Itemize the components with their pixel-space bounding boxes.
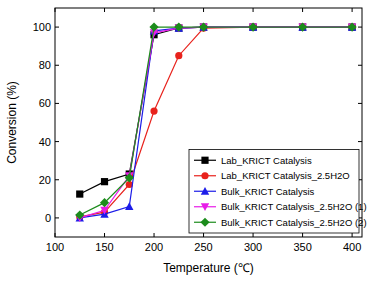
y-tick-label: 80 <box>39 59 51 71</box>
x-tick-top <box>302 8 303 12</box>
y-tick <box>55 179 59 180</box>
y-axis-label: Conversion (%) <box>5 81 19 164</box>
legend-label: Bulk_KRICT Catalysis_2.5H2O (1) <box>221 201 367 212</box>
x-axis-label: Temperature (℃) <box>163 261 254 275</box>
x-tick-label: 300 <box>244 241 262 253</box>
x-tick-label: 400 <box>343 241 361 253</box>
data-point <box>298 22 307 31</box>
legend-marker <box>201 157 208 164</box>
data-point <box>299 23 306 30</box>
data-point <box>100 207 108 215</box>
legend-marker <box>200 218 209 227</box>
x-tick-label: 250 <box>194 241 212 253</box>
legend-marker <box>201 172 208 179</box>
y-tick-right <box>358 27 362 28</box>
x-tick-label: 150 <box>95 241 113 253</box>
x-tick <box>154 233 155 237</box>
data-point <box>150 107 157 114</box>
y-tick <box>55 27 59 28</box>
legend-label: Lab_KRICT Catalysis_2.5H2O <box>221 170 350 181</box>
data-point <box>75 210 84 219</box>
y-tick <box>55 103 59 104</box>
chart: 100 150 200 250 300 350 400 0 20 40 60 80 100 Tempera… <box>0 0 372 282</box>
x-tick <box>203 233 204 237</box>
y-tick <box>55 141 59 142</box>
data-point <box>249 23 256 30</box>
data-point <box>347 22 356 31</box>
y-tick-label: 100 <box>33 21 51 33</box>
x-tick-label: 100 <box>46 241 64 253</box>
y-tick-label: 60 <box>39 97 51 109</box>
x-tick <box>253 233 254 237</box>
y-tick-label: 20 <box>39 174 51 186</box>
y-tick-label: 40 <box>39 136 51 148</box>
x-tick-top <box>253 8 254 12</box>
legend-label: Bulk_KRICT Catalysis_2.5H2O (2) <box>221 217 367 228</box>
legend: Lab_KRICT Catalysis Lab_KRICT Catalysis_2… <box>189 150 367 234</box>
data-point <box>299 23 306 30</box>
data-point <box>249 23 256 30</box>
data-point <box>348 23 355 30</box>
legend-label: Lab_KRICT Catalysis <box>221 155 312 166</box>
x-tick <box>352 233 353 237</box>
x-tick <box>104 233 105 237</box>
y-tick <box>55 65 59 66</box>
x-tick-top <box>203 8 204 12</box>
data-point <box>298 23 306 31</box>
data-point <box>249 23 257 31</box>
x-tick-top <box>154 8 155 12</box>
data-point <box>298 23 306 31</box>
data-point <box>348 23 356 31</box>
data-point <box>100 198 109 207</box>
x-tick-top <box>352 8 353 12</box>
data-point <box>125 202 133 210</box>
y-tick-right <box>358 65 362 66</box>
data-point <box>348 23 355 30</box>
legend-marker <box>201 187 209 195</box>
data-point <box>199 23 207 31</box>
data-point <box>76 190 83 197</box>
legend-label: Bulk_KRICT Catalysis <box>221 186 315 197</box>
data-point <box>101 178 108 185</box>
data-point <box>249 23 257 31</box>
y-tick-right <box>358 103 362 104</box>
data-point <box>149 22 158 31</box>
data-point <box>248 22 257 31</box>
data-point <box>199 22 208 31</box>
data-point <box>125 173 134 182</box>
x-tick-label: 200 <box>145 241 163 253</box>
y-tick-label: 0 <box>45 212 51 224</box>
y-tick <box>55 217 59 218</box>
data-point <box>348 23 356 31</box>
legend-marker <box>201 203 209 211</box>
x-tick-top <box>104 8 105 12</box>
x-tick <box>302 233 303 237</box>
y-tick-right <box>358 141 362 142</box>
x-tick-label: 350 <box>293 241 311 253</box>
data-point <box>199 23 207 31</box>
data-point <box>175 52 182 59</box>
data-point <box>174 22 183 31</box>
